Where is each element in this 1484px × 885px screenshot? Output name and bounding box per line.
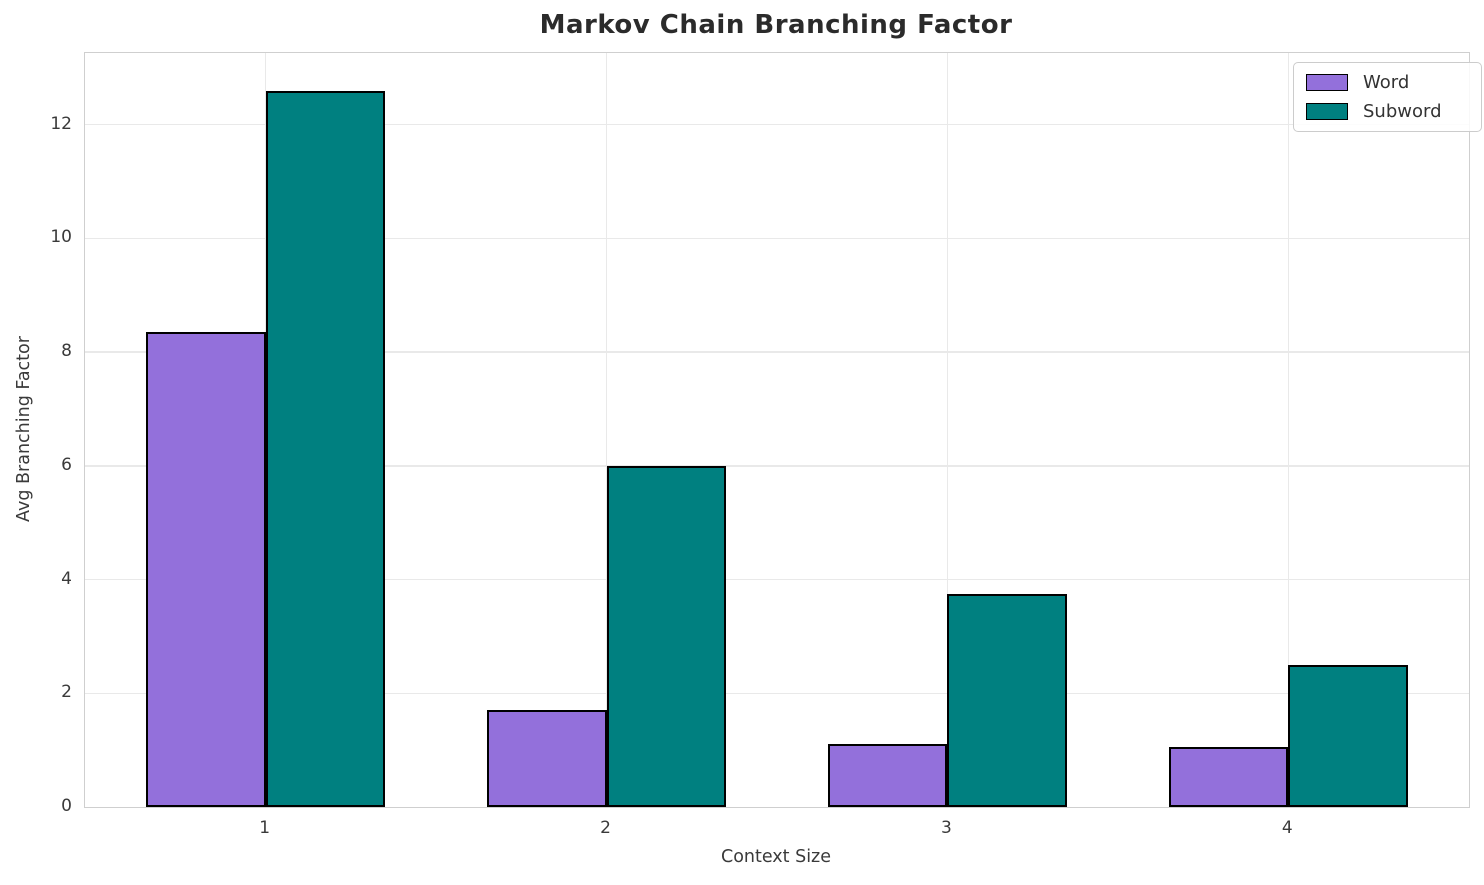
- x-tick-4: 4: [1281, 818, 1293, 838]
- y-tick-10: 10: [50, 227, 72, 248]
- x-tick-3: 3: [941, 818, 952, 838]
- bar-subword-3: [947, 593, 1067, 807]
- gridline-y-6: [85, 465, 1469, 467]
- legend-label-word: Word: [1363, 72, 1410, 93]
- bar-subword-4: [1288, 664, 1408, 807]
- gridline-y-4: [85, 578, 1469, 581]
- legend-item-subword: Subword: [1306, 101, 1469, 122]
- bar-word-1: [146, 332, 266, 807]
- gridline-y-2: [85, 692, 1469, 695]
- bar-word-3: [828, 744, 948, 807]
- bar-word-4: [1169, 747, 1289, 807]
- y-axis-label: Avg Branching Factor: [14, 336, 34, 522]
- chart-title: Markov Chain Branching Factor: [539, 10, 1013, 40]
- gridline-x-2: [605, 53, 608, 807]
- x-tick-2: 2: [600, 818, 611, 838]
- gridline-y-12: [85, 123, 1469, 126]
- y-tick-4: 4: [61, 568, 72, 589]
- legend-swatch-word-icon: [1306, 74, 1348, 91]
- y-tick-0: 0: [61, 796, 72, 816]
- y-tick-8: 8: [61, 341, 72, 362]
- gridline-x-4: [1287, 53, 1290, 807]
- bar-subword-1: [265, 90, 385, 807]
- legend: Word Subword: [1293, 62, 1482, 132]
- x-tick-1: 1: [259, 818, 271, 838]
- plot-area: [84, 52, 1470, 808]
- x-axis-label: Context Size: [720, 847, 832, 867]
- legend-swatch-subword-icon: [1306, 103, 1348, 120]
- gridline-y-8: [85, 351, 1469, 353]
- legend-label-subword: Subword: [1363, 101, 1442, 122]
- bar-word-2: [487, 710, 607, 807]
- gridline-y-10: [85, 237, 1469, 240]
- bar-subword-2: [606, 465, 726, 807]
- gridline-x-3: [946, 53, 949, 807]
- y-tick-2: 2: [61, 682, 72, 703]
- y-tick-6: 6: [61, 454, 72, 475]
- y-tick-12: 12: [50, 113, 72, 134]
- legend-item-word: Word: [1306, 72, 1469, 93]
